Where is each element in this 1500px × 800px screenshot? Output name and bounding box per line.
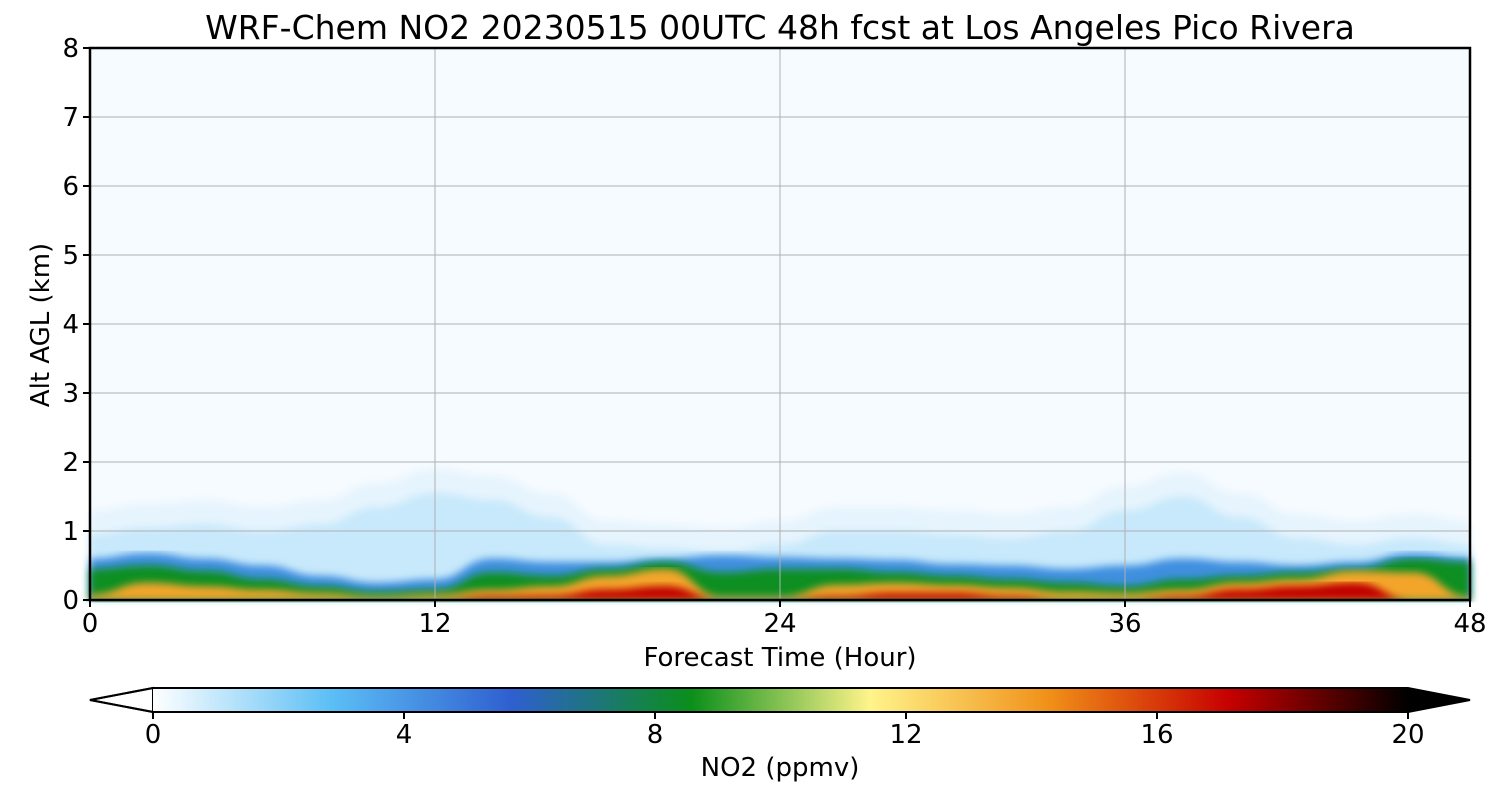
y-tick-label: 6	[62, 172, 79, 202]
y-tick-label: 0	[62, 586, 79, 616]
colorbar-tick-label: 4	[396, 720, 413, 750]
band-red	[90, 582, 1470, 600]
y-tick-label: 7	[62, 103, 79, 133]
colorbar-over-arrow	[1408, 688, 1470, 712]
x-tick-label: 48	[1453, 609, 1486, 639]
colorbar-tick-label: 20	[1391, 720, 1424, 750]
colorbar-ticks: 0 4 8 12 16 20	[145, 712, 1425, 750]
colorbar-tick-label: 12	[889, 720, 922, 750]
x-tick-label: 36	[1108, 609, 1141, 639]
x-tick-label: 12	[418, 609, 451, 639]
y-tick-label: 1	[62, 517, 79, 547]
x-axis-label: Forecast Time (Hour)	[643, 643, 916, 673]
x-tick-label: 24	[763, 609, 796, 639]
x-axis-ticks: 0 12 24 36 48	[82, 600, 1487, 639]
colorbar-under-arrow	[89, 686, 154, 714]
y-tick-label: 3	[62, 379, 79, 409]
chart-title: WRF-Chem NO2 20230515 00UTC 48h fcst at …	[205, 8, 1355, 47]
colorbar-tick-label: 0	[145, 720, 162, 750]
y-tick-label: 5	[62, 241, 79, 271]
colorbar-gradient	[153, 688, 1408, 712]
colorbar-tick-label: 8	[647, 720, 664, 750]
colorbar-label: NO2 (ppmv)	[701, 753, 860, 783]
x-tick-label: 0	[82, 609, 99, 639]
colorbar: 0 4 8 12 16 20 NO2 (ppmv)	[89, 686, 1471, 783]
y-tick-label: 8	[62, 34, 79, 64]
colorbar-tick-label: 16	[1140, 720, 1173, 750]
y-tick-label: 4	[62, 310, 79, 340]
y-tick-label: 2	[62, 448, 79, 478]
y-axis-label: Alt AGL (km)	[26, 243, 56, 407]
grid-lines	[90, 48, 1470, 600]
y-axis-ticks: 0 1 2 3 4 5 6 7 8	[62, 34, 90, 616]
